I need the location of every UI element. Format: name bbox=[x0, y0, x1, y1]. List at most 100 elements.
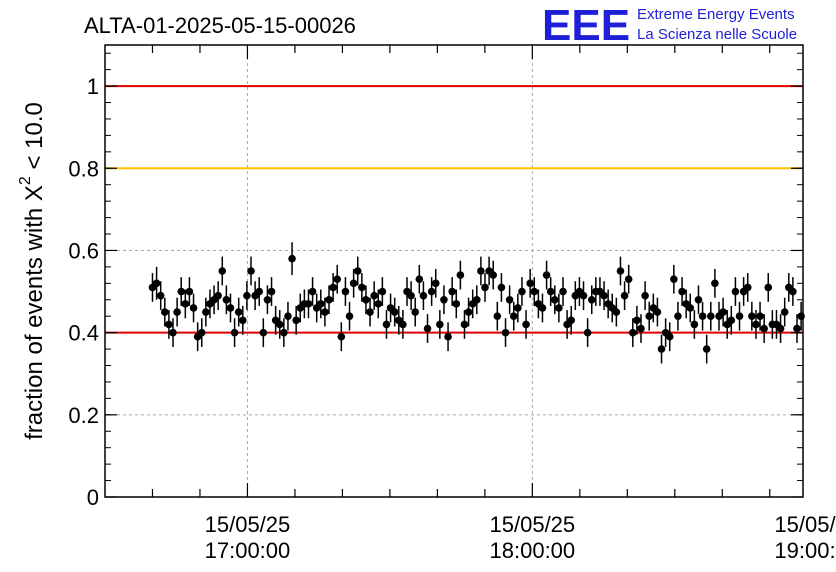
data-point bbox=[756, 312, 764, 321]
data-point bbox=[633, 316, 641, 325]
data-point bbox=[657, 345, 666, 353]
data-point bbox=[341, 287, 350, 296]
data-point bbox=[514, 304, 522, 312]
data-point bbox=[181, 300, 190, 308]
data-point bbox=[366, 308, 374, 316]
data-point bbox=[280, 328, 288, 337]
data-point bbox=[263, 295, 272, 304]
data-point bbox=[411, 308, 420, 316]
data-point bbox=[419, 291, 428, 300]
data-point bbox=[526, 279, 534, 288]
data-point bbox=[169, 328, 177, 337]
data-point bbox=[690, 320, 699, 329]
reference-lines bbox=[105, 85, 803, 334]
y-axis-ticks: 0 0.2 0.4 0.6 0.8 1 bbox=[68, 52, 803, 510]
data-point bbox=[382, 320, 391, 329]
data-point bbox=[448, 287, 456, 296]
data-point bbox=[214, 291, 222, 300]
data-point bbox=[197, 328, 206, 337]
data-point bbox=[431, 279, 440, 288]
data-point bbox=[173, 308, 181, 316]
data-point bbox=[587, 295, 596, 304]
y-tick-label: 0.8 bbox=[68, 156, 99, 181]
data-point bbox=[702, 345, 711, 353]
data-point bbox=[628, 328, 637, 337]
data-point bbox=[727, 316, 736, 325]
data-point bbox=[706, 312, 715, 321]
data-point bbox=[304, 300, 313, 308]
data-point bbox=[444, 332, 452, 341]
chart-title: ALTA-01-2025-05-15-00026 bbox=[84, 13, 356, 38]
data-point bbox=[776, 324, 785, 333]
data-point bbox=[230, 328, 239, 337]
data-point bbox=[321, 308, 329, 316]
data-point bbox=[793, 324, 801, 333]
eee-logo: EEE Extreme Energy Events La Scienza nel… bbox=[542, 1, 797, 50]
data-point bbox=[645, 312, 654, 321]
data-point bbox=[641, 291, 649, 300]
data-point bbox=[489, 271, 498, 279]
data-point bbox=[493, 312, 502, 321]
data-point bbox=[735, 312, 744, 321]
logo-mark: EEE bbox=[542, 1, 630, 50]
data-point bbox=[530, 287, 539, 296]
data-point bbox=[583, 328, 592, 337]
data-point bbox=[612, 308, 621, 316]
data-point bbox=[275, 320, 284, 329]
x-tick-label-date: 15/05/25 bbox=[490, 512, 576, 537]
data-point bbox=[427, 287, 436, 296]
data-point bbox=[686, 304, 695, 312]
y-tick-label: 0.2 bbox=[68, 403, 99, 428]
y-tick-label: 1 bbox=[87, 74, 99, 99]
plot-area: 00.20.40.60.81 15/05/2517:00:0015/05/251… bbox=[68, 44, 836, 563]
data-point bbox=[333, 275, 342, 284]
data-point bbox=[719, 308, 727, 316]
data-point bbox=[616, 267, 625, 275]
data-point bbox=[472, 295, 481, 304]
data-point bbox=[748, 312, 756, 321]
data-point bbox=[292, 316, 300, 325]
data-point bbox=[501, 328, 510, 337]
data-point bbox=[156, 291, 165, 300]
data-point bbox=[674, 312, 682, 321]
data-point bbox=[243, 291, 251, 300]
data-point bbox=[267, 287, 276, 296]
data-point bbox=[202, 308, 210, 316]
x-axis-ticks: 15/05/2517:00:0015/05/2518:00:0015/05/25… bbox=[151, 45, 836, 563]
x-tick-label-time: 17:00:00 bbox=[205, 538, 291, 563]
data-point bbox=[362, 295, 370, 304]
data-point bbox=[436, 320, 444, 329]
data-point bbox=[743, 283, 752, 292]
data-point bbox=[456, 271, 465, 279]
x-tick-label-time: 18:00:00 bbox=[490, 538, 576, 563]
data-point bbox=[329, 283, 337, 292]
data-point bbox=[624, 275, 633, 284]
data-point bbox=[694, 295, 703, 304]
data-point bbox=[567, 316, 576, 325]
data-point bbox=[760, 324, 768, 333]
data-point bbox=[345, 312, 354, 321]
data-point bbox=[308, 287, 317, 296]
data-point bbox=[538, 304, 547, 312]
data-point bbox=[698, 312, 707, 321]
data-point bbox=[407, 291, 415, 300]
data-point bbox=[189, 304, 198, 312]
data-point bbox=[349, 279, 358, 288]
data-point bbox=[780, 308, 789, 316]
y-axis-label-tail: < 10.0 bbox=[21, 102, 48, 176]
data-point bbox=[177, 287, 186, 296]
data-point bbox=[415, 275, 424, 284]
logo-line-1: Extreme Energy Events bbox=[637, 6, 795, 23]
data-point bbox=[238, 316, 247, 325]
data-point bbox=[152, 279, 161, 288]
data-point bbox=[316, 300, 325, 308]
data-point bbox=[711, 279, 719, 288]
data-point bbox=[497, 283, 506, 292]
data-point bbox=[464, 308, 473, 316]
data-point bbox=[284, 312, 292, 321]
data-point bbox=[600, 291, 608, 300]
data-point bbox=[481, 283, 489, 292]
data-point bbox=[165, 320, 173, 329]
data-point bbox=[542, 271, 551, 279]
